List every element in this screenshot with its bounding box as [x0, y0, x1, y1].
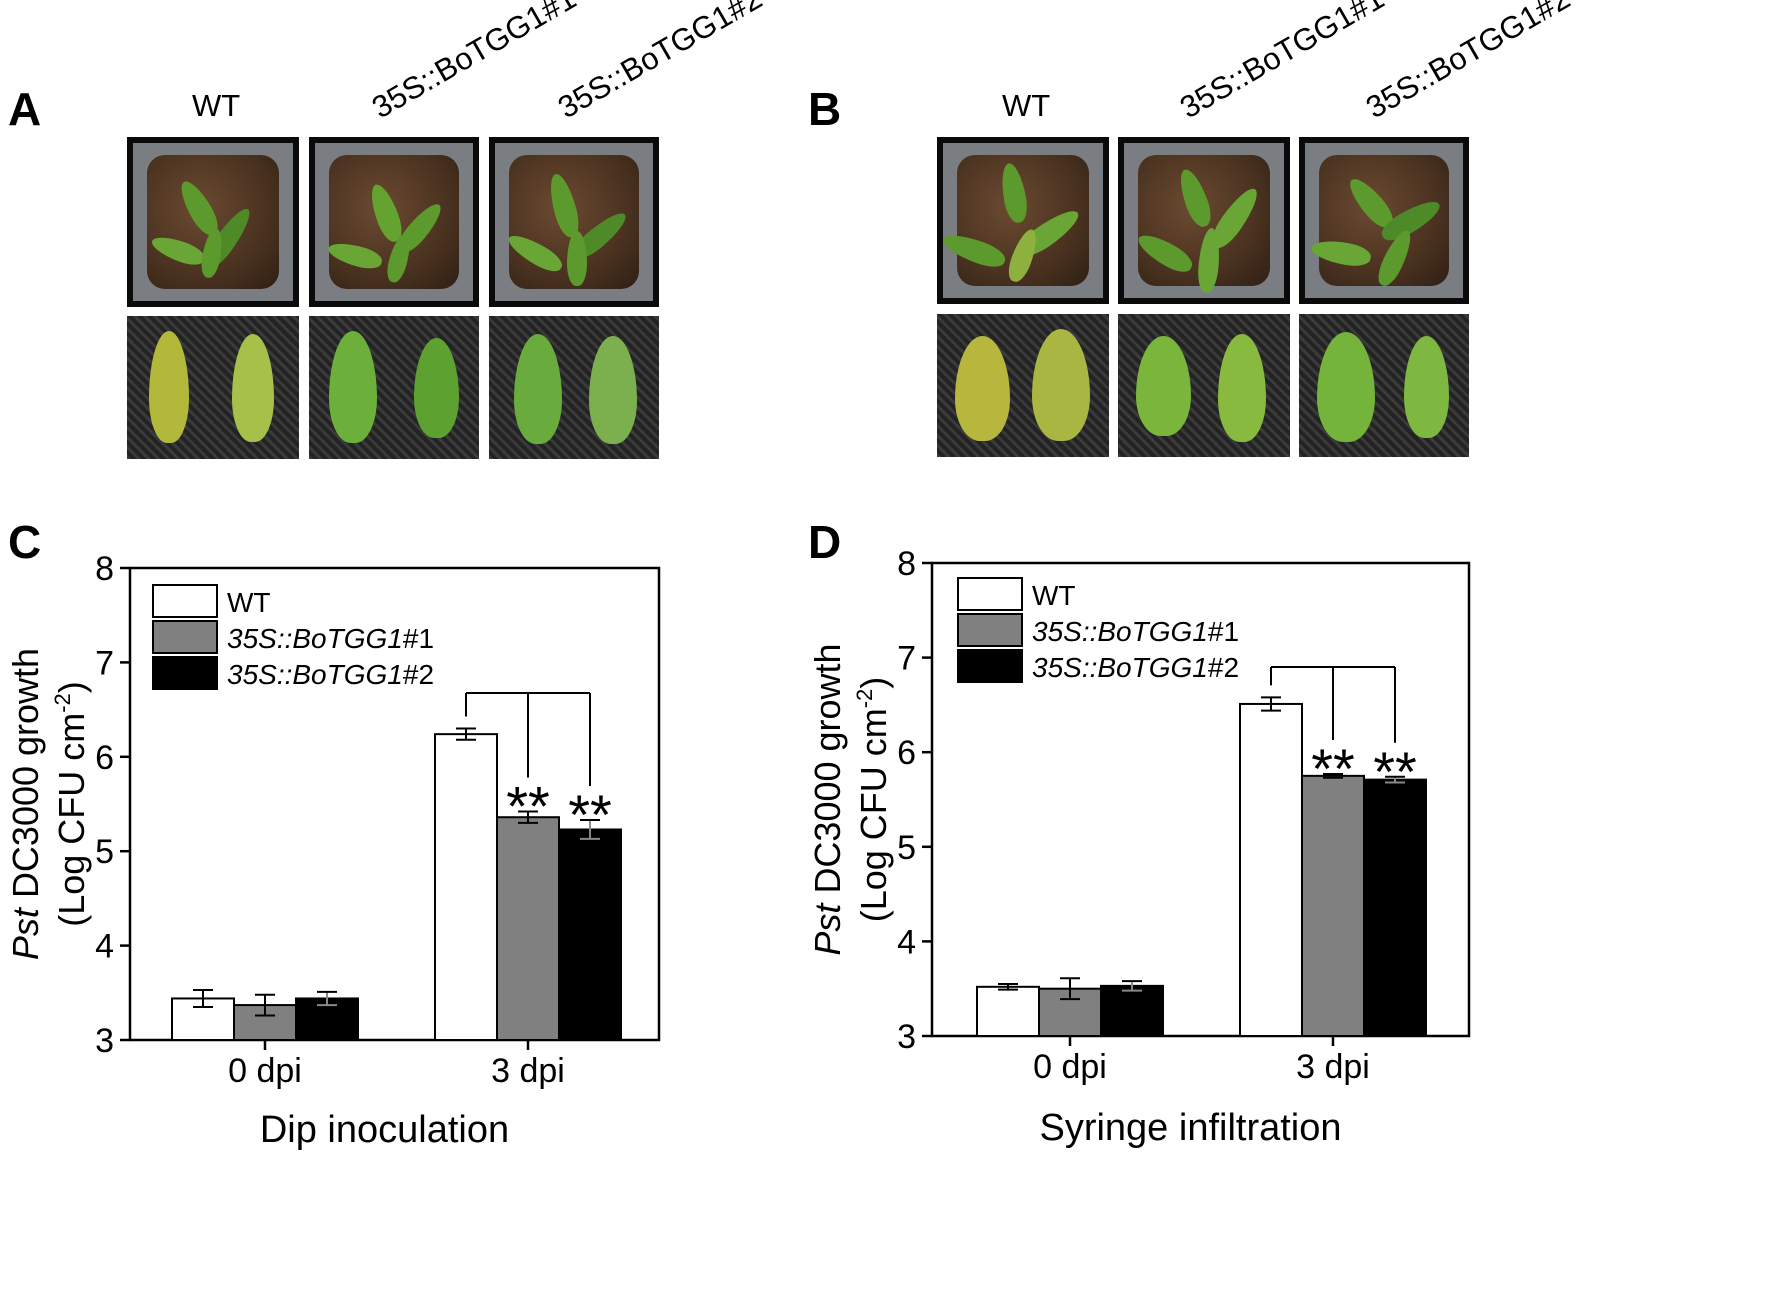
photo-b-leaves-line1: [1118, 314, 1290, 457]
y-axis-label-units: (Log CFU cm-2): [852, 677, 894, 923]
y-axis-units-close: ): [853, 677, 894, 689]
bar: [1100, 984, 1164, 1037]
legend-label: WT: [227, 587, 271, 618]
plot-frame: [128, 566, 661, 1042]
y-axis-label-rest: DC3000 growth: [807, 643, 848, 903]
y-tick-label: 5: [95, 833, 114, 871]
photo-b-label-line1: 35S::BoTGG1#1: [1174, 0, 1390, 126]
x-axis-title: Syringe infiltration: [1039, 1107, 1341, 1149]
panel-letter-a: A: [8, 83, 42, 135]
y-axis-label-italic: Pst: [807, 902, 848, 956]
legend-label-suffix: #1: [403, 623, 434, 654]
x-tick-label: 0 dpi: [228, 1052, 302, 1090]
bar: [1038, 987, 1102, 1038]
y-tick-label: 4: [897, 923, 916, 961]
y-axis-units-superscript: -2: [50, 693, 75, 713]
photo-a-plant-line2: [489, 137, 659, 307]
photo-a-label-line1: 35S::BoTGG1#1: [366, 0, 582, 126]
legend-swatch: [152, 656, 218, 690]
y-axis-units-text: (Log CFU cm: [51, 713, 92, 927]
bar: [976, 985, 1040, 1037]
photo-b-plant-line1: [1118, 137, 1290, 304]
photo-b-leaves-wt: [937, 314, 1109, 457]
bar: [295, 997, 359, 1041]
significance-star: **: [506, 775, 550, 838]
photo-a-leaves-wt: [127, 316, 299, 459]
y-axis-units-close: ): [51, 681, 92, 693]
legend-label-suffix: #2: [1208, 652, 1239, 683]
y-tick-label: 6: [897, 734, 916, 772]
legend-label: 35S::BoTGG1#1: [1032, 616, 1239, 647]
legend-swatch: [957, 577, 1023, 611]
y-tick-label: 6: [95, 739, 114, 777]
y-tick-label: 4: [95, 928, 114, 966]
y-tick-label: 3: [95, 1022, 114, 1060]
y-tick-label: 8: [95, 550, 114, 588]
photo-a-label-wt: WT: [192, 88, 241, 123]
y-axis-label-rest: DC3000 growth: [5, 648, 46, 908]
x-tick-label: 3 dpi: [1296, 1048, 1370, 1086]
photo-a-plant-line1: [309, 137, 479, 307]
y-tick-label: 7: [897, 640, 916, 678]
photo-b-label-line2: 35S::BoTGG1#2: [1360, 0, 1576, 126]
legend-swatch: [957, 613, 1023, 647]
y-axis-units-superscript: -2: [852, 689, 877, 709]
y-tick-label: 5: [897, 829, 916, 867]
bar: [171, 997, 235, 1041]
x-axis-title: Dip inoculation: [260, 1109, 509, 1151]
photo-b-plant-line2: [1299, 137, 1469, 304]
y-tick-label: 7: [95, 644, 114, 682]
significance-star: **: [1311, 737, 1355, 800]
legend-label-italic: 35S::BoTGG1: [227, 623, 403, 654]
bar: [233, 1004, 297, 1042]
panel-letter-c: C: [8, 516, 42, 568]
legend-label-italic: 35S::BoTGG1: [227, 659, 403, 690]
photo-a-leaves-line2: [489, 316, 659, 459]
y-axis-label-units: (Log CFU cm-2): [50, 681, 92, 927]
bar: [434, 733, 498, 1041]
photo-b-label-wt: WT: [1002, 88, 1051, 123]
photo-a-label-line2: 35S::BoTGG1#2: [552, 0, 768, 126]
y-axis-units-text: (Log CFU cm: [853, 708, 894, 922]
x-tick-label: 3 dpi: [491, 1052, 565, 1090]
bar: [1363, 778, 1427, 1037]
significance-star: **: [1373, 740, 1417, 803]
photo-b-plant-wt: [937, 137, 1109, 304]
photo-a-leaves-line1: [309, 316, 479, 459]
legend-label-suffix: #2: [403, 659, 434, 690]
bar: [496, 816, 560, 1041]
panel-letter-b: B: [808, 83, 842, 135]
x-tick-label: 0 dpi: [1033, 1048, 1107, 1086]
legend-swatch: [152, 620, 218, 654]
plot-frame: [930, 561, 1471, 1038]
y-axis-label: Pst DC3000 growth: [807, 643, 848, 955]
bar: [1301, 774, 1365, 1037]
panel-letter-d: D: [808, 516, 842, 568]
y-axis-label: Pst DC3000 growth: [5, 648, 46, 960]
legend-label-italic: 35S::BoTGG1: [1032, 652, 1208, 683]
legend-swatch: [957, 649, 1023, 683]
photo-a-plant-wt: [127, 137, 299, 307]
photo-b-leaves-line2: [1299, 314, 1469, 457]
legend-label: 35S::BoTGG1#2: [227, 659, 434, 690]
y-axis-label-italic: Pst: [5, 906, 46, 960]
bar: [1239, 702, 1303, 1037]
significance-star: **: [568, 783, 612, 846]
y-tick-label: 3: [897, 1018, 916, 1056]
legend-label: WT: [1032, 580, 1076, 611]
bar: [558, 828, 622, 1041]
legend-label: 35S::BoTGG1#1: [227, 623, 434, 654]
legend-label-italic: 35S::BoTGG1: [1032, 616, 1208, 647]
y-tick-label: 8: [897, 545, 916, 583]
legend-label: 35S::BoTGG1#2: [1032, 652, 1239, 683]
legend-swatch: [152, 584, 218, 618]
legend-label-suffix: #1: [1208, 616, 1239, 647]
